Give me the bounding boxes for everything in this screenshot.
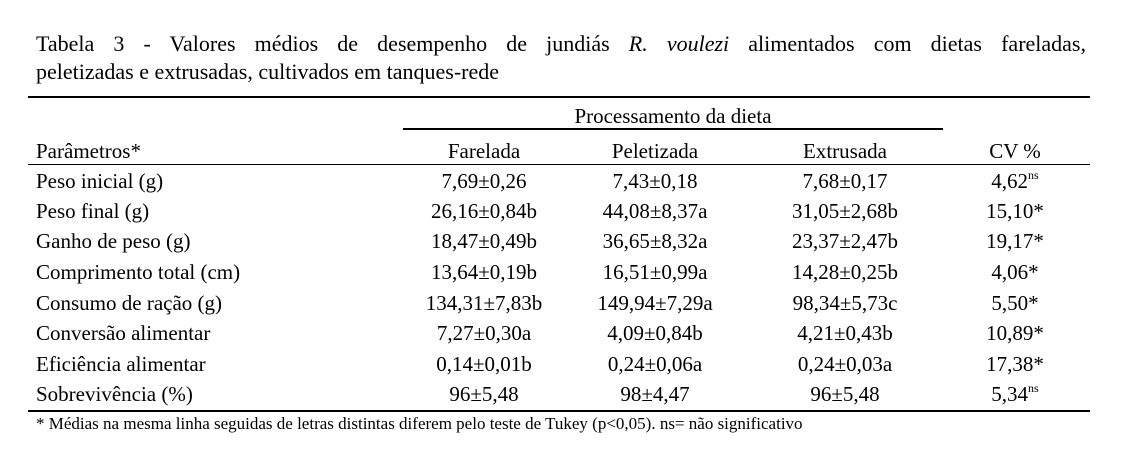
row-peletizada: 149,94±7,29a xyxy=(597,291,713,315)
row-cv: 5,50* xyxy=(950,290,1080,316)
row-cv: 15,10* xyxy=(950,198,1080,224)
row-peletizada: 98±4,47 xyxy=(620,382,690,406)
table-footnote: * Médias na mesma linha seguidas de letr… xyxy=(36,414,803,433)
cv-value: 4,62 xyxy=(991,169,1029,193)
row-farelada: 7,27±0,30a xyxy=(436,321,532,345)
row-param: Peso inicial (g) xyxy=(36,169,164,193)
row-extrusada: 98,34±5,73c xyxy=(792,291,898,315)
row-cv: 4,62ns xyxy=(950,168,1080,194)
row-peletizada: 0,24±0,06a xyxy=(607,352,703,376)
caption-line-1: Tabela 3 - Valores médios de desempenho … xyxy=(36,30,1086,58)
row-extrusada: 14,28±0,25b xyxy=(791,260,899,284)
caption-prefix: Tabela 3 - Valores médios de desempenho … xyxy=(36,31,629,56)
header-cv: CV % xyxy=(989,139,1041,163)
cv-value: 5,50* xyxy=(991,291,1039,315)
row-extrusada: 7,68±0,17 xyxy=(802,169,888,193)
table-bottom-rule xyxy=(28,410,1090,412)
row-farelada: 26,16±0,84b xyxy=(430,199,538,223)
row-param: Ganho de peso (g) xyxy=(36,229,191,253)
row-cv: 17,38* xyxy=(950,351,1080,377)
row-peletizada: 7,43±0,18 xyxy=(612,169,698,193)
row-cv: 10,89* xyxy=(950,320,1080,346)
row-farelada: 13,64±0,19b xyxy=(430,260,538,284)
row-extrusada: 23,37±2,47b xyxy=(791,229,899,253)
row-peletizada: 4,09±0,84b xyxy=(607,321,703,345)
table-caption: Tabela 3 - Valores médios de desempenho … xyxy=(36,30,1086,86)
row-extrusada: 96±5,48 xyxy=(810,382,880,406)
span-header: Processamento da dieta xyxy=(574,104,772,128)
row-param: Comprimento total (cm) xyxy=(36,260,241,284)
table-row: Consumo de ração (g) 134,31±7,83b 149,94… xyxy=(0,290,1135,320)
header-extrusada: Extrusada xyxy=(803,139,887,163)
table-row: Peso inicial (g) 7,69±0,26 7,43±0,18 7,6… xyxy=(0,168,1135,198)
cv-value: 10,89* xyxy=(986,321,1044,345)
cv-value: 19,17* xyxy=(986,229,1044,253)
row-farelada: 0,14±0,01b xyxy=(436,352,532,376)
row-farelada: 134,31±7,83b xyxy=(425,291,543,315)
row-param: Sobrevivência (%) xyxy=(36,382,193,406)
row-peletizada: 16,51±0,99a xyxy=(602,260,708,284)
header-peletizada: Peletizada xyxy=(611,139,699,163)
table-row: Eficiência alimentar 0,14±0,01b 0,24±0,0… xyxy=(0,351,1135,381)
row-cv: 5,34ns xyxy=(950,381,1080,407)
row-farelada: 18,47±0,49b xyxy=(430,229,538,253)
row-param: Eficiência alimentar xyxy=(36,352,206,376)
caption-line-2: peletizadas e extrusadas, cultivados em … xyxy=(36,59,500,84)
caption-species: R. voulezi xyxy=(628,31,730,56)
cv-value: 5,34 xyxy=(991,382,1029,406)
row-farelada: 96±5,48 xyxy=(449,382,519,406)
row-cv: 19,17* xyxy=(950,228,1080,254)
table-row: Ganho de peso (g) 18,47±0,49b 36,65±8,32… xyxy=(0,228,1135,258)
cv-superscript: ns xyxy=(1028,168,1039,182)
row-extrusada: 4,21±0,43b xyxy=(797,321,893,345)
cv-value: 15,10* xyxy=(986,199,1044,223)
row-extrusada: 31,05±2,68b xyxy=(791,199,899,223)
cv-value: 4,06* xyxy=(991,260,1039,284)
header-farelada: Farelada xyxy=(447,139,521,163)
row-param: Conversão alimentar xyxy=(36,321,211,345)
row-peletizada: 36,65±8,32a xyxy=(602,229,708,253)
cv-superscript: ns xyxy=(1028,381,1039,395)
table-top-rule xyxy=(28,96,1090,98)
header-parametros: Parâmetros* xyxy=(36,139,141,163)
row-param: Consumo de ração (g) xyxy=(36,291,223,315)
table-row: Peso final (g) 26,16±0,84b 44,08±8,37a 3… xyxy=(0,198,1135,228)
row-farelada: 7,69±0,26 xyxy=(441,169,527,193)
table-row: Conversão alimentar 7,27±0,30a 4,09±0,84… xyxy=(0,320,1135,350)
table-row: Comprimento total (cm) 13,64±0,19b 16,51… xyxy=(0,259,1135,289)
table-row: Sobrevivência (%) 96±5,48 98±4,47 96±5,4… xyxy=(0,381,1135,411)
row-extrusada: 0,24±0,03a xyxy=(797,352,893,376)
row-peletizada: 44,08±8,37a xyxy=(602,199,708,223)
table-header-rule xyxy=(28,164,1090,165)
cv-value: 17,38* xyxy=(986,352,1044,376)
row-cv: 4,06* xyxy=(950,259,1080,285)
caption-suffix: alimentados com dietas fareladas, xyxy=(729,31,1086,56)
row-param: Peso final (g) xyxy=(36,199,150,223)
span-header-rule xyxy=(403,128,943,130)
